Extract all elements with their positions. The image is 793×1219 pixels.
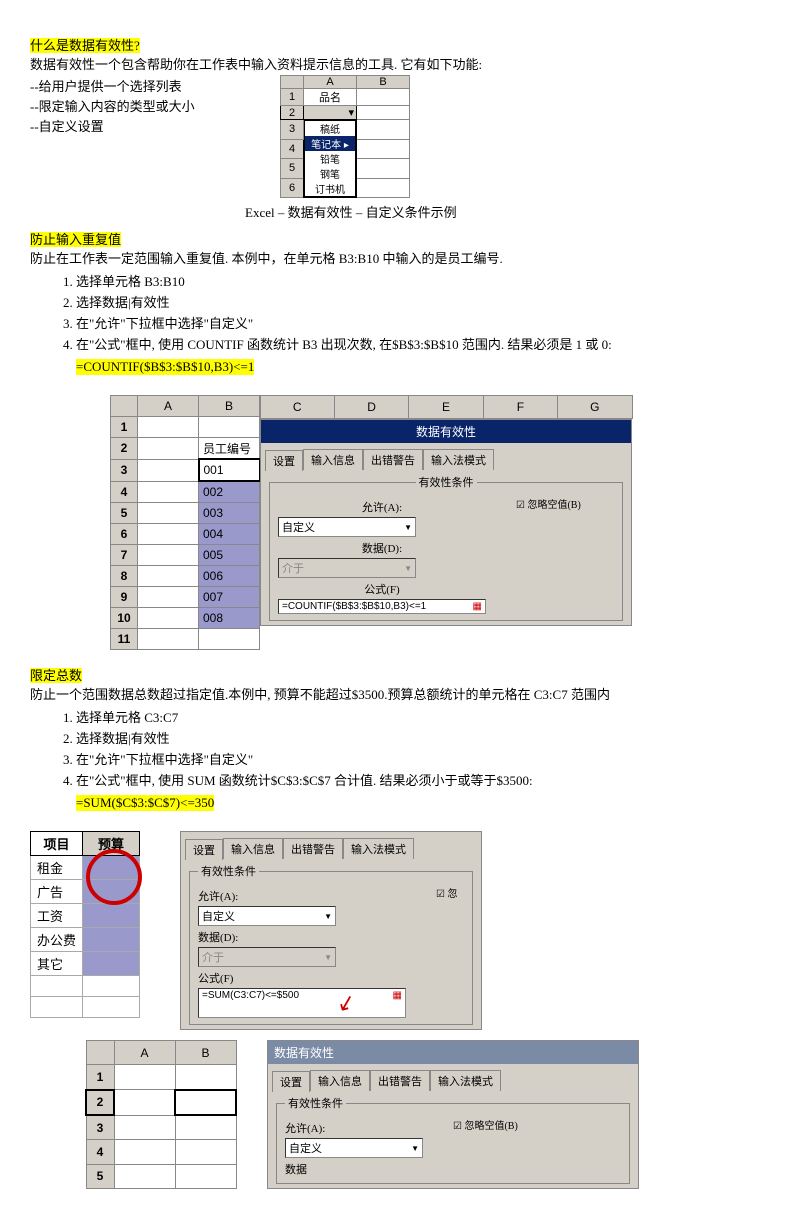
section3-title: 限定总数 [30, 665, 763, 684]
allow-select-3[interactable]: 自定义▼ [285, 1138, 423, 1158]
section1-title: 什么是数据有效性? [30, 35, 763, 54]
allow-select-2[interactable]: 自定义▼ [198, 906, 336, 926]
validation-dialog-2: 设置 输入信息 出错警告 输入法模式 有效性条件 允许(A): 自定义▼ 数据(… [180, 831, 482, 1030]
tab-ime-3[interactable]: 输入法模式 [430, 1070, 501, 1091]
blank-table: AB 1 2 3 4 5 [85, 1040, 237, 1189]
dialog-title-3: 数据有效性 [268, 1041, 638, 1064]
validation-dialog-1: 数据有效性 设置 输入信息 出错警告 输入法模式 有效性条件 允许(A): 自定… [260, 419, 632, 626]
ignore-blank-checkbox[interactable]: ☑ 忽略空值(B) [516, 500, 581, 511]
section3-steps: 选择单元格 C3:C7 选择数据|有效性 在"允许"下拉框中选择"自定义" 在"… [30, 707, 763, 789]
red-arrow-icon: ↙ [334, 988, 359, 1018]
example-caption: Excel – 数据有效性 – 自定义条件示例 [245, 202, 763, 221]
ignore-blank-checkbox-2[interactable]: ☑ 忽 [436, 889, 457, 900]
data-select: 介于▼ [278, 558, 416, 578]
section2-intro: 防止在工作表一定范围输入重复值. 本例中，在单元格 B3:B10 中输入的是员工… [30, 248, 763, 267]
feature-3: --自定义设置 [30, 116, 230, 135]
section3-intro: 防止一个范围数据总数超过指定值.本例中, 预算不能超过$3500.预算总额统计的… [30, 684, 763, 703]
tab-error[interactable]: 出错警告 [363, 449, 423, 470]
data-select-2: 介于▼ [198, 947, 336, 967]
dialog-title: 数据有效性 [261, 420, 631, 443]
tab-settings-2[interactable]: 设置 [185, 839, 223, 860]
validation-dialog-3: 数据有效性 设置 输入信息 出错警告 输入法模式 有效性条件 允许(A): 自定… [267, 1040, 639, 1189]
formula-2: =SUM($C$3:$C$7)<=350 [76, 795, 214, 811]
tab-error-3[interactable]: 出错警告 [370, 1070, 430, 1091]
section1-intro: 数据有效性一个包含帮助你在工作表中输入资料提示信息的工具. 它有如下功能: [30, 54, 763, 73]
allow-select[interactable]: 自定义▼ [278, 517, 416, 537]
red-circle-annotation [86, 849, 142, 905]
tab-ime-2[interactable]: 输入法模式 [343, 838, 414, 859]
formula-1: =COUNTIF($B$3:$B$10,B3)<=1 [76, 359, 254, 375]
dropdown-example: AB 1品名 2▾ 3 稿纸 笔记本 ▸ 铅笔 钢笔 订书机 4 5 6 [280, 75, 410, 198]
tab-input-msg[interactable]: 输入信息 [303, 449, 363, 470]
formula-input[interactable]: =COUNTIF($B$3:$B$10,B3)<=1▦ [278, 599, 486, 614]
section2-steps: 选择单元格 B3:B10 选择数据|有效性 在"允许"下拉框中选择"自定义" 在… [30, 271, 763, 353]
section2-title: 防止输入重复值 [30, 229, 763, 248]
feature-1: --给用户提供一个选择列表 [30, 76, 230, 95]
tab-settings-3[interactable]: 设置 [272, 1071, 310, 1092]
tab-ime[interactable]: 输入法模式 [423, 449, 494, 470]
formula-input-2[interactable]: =SUM(C3:C7)<=$500 ↙▦ [198, 988, 406, 1018]
feature-2: --限定输入内容的类型或大小 [30, 96, 230, 115]
ignore-blank-checkbox-3[interactable]: ☑ 忽略空值(B) [453, 1121, 518, 1132]
employee-table: AB 1 2员工编号 3001 4002 5003 6004 7005 8006… [110, 395, 261, 650]
tab-error-2[interactable]: 出错警告 [283, 838, 343, 859]
tab-input-msg-2[interactable]: 输入信息 [223, 838, 283, 859]
cols-header: CDEFG 数据有效性 设置 输入信息 出错警告 输入法模式 有效性条件 允许(… [260, 395, 633, 650]
dropdown-list[interactable]: 稿纸 笔记本 ▸ 铅笔 钢笔 订书机 [304, 120, 356, 197]
tab-settings[interactable]: 设置 [265, 450, 303, 471]
tab-input-msg-3[interactable]: 输入信息 [310, 1070, 370, 1091]
